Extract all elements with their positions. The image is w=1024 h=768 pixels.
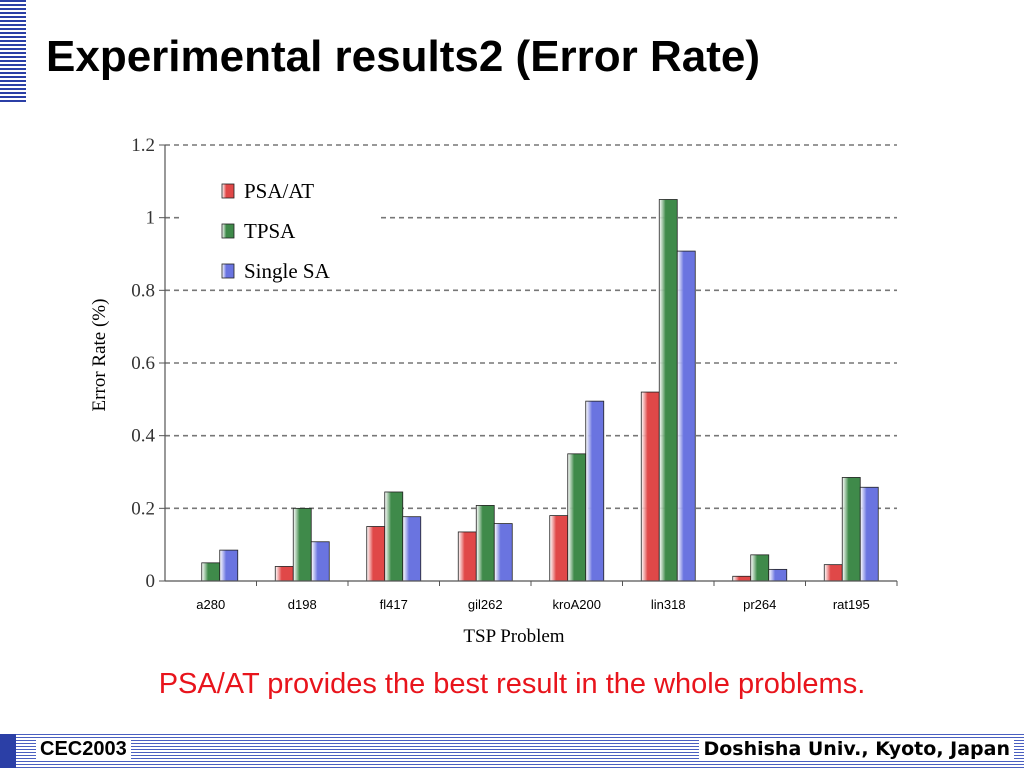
bar-pr264-tpsa <box>750 554 770 582</box>
y-axis-label: Error Rate (%) <box>89 299 110 412</box>
y-tick-label: 0.4 <box>131 426 155 447</box>
bar-fl417-psa-at <box>366 526 386 582</box>
bar-rat195-psa-at <box>823 564 843 582</box>
bar-d198-single-sa <box>310 541 330 582</box>
title-accent-strip <box>0 0 26 102</box>
ticks-layer: 0 0.2 0.4 0.6 0.8 1 1.2 <box>131 135 165 592</box>
slide-title: Experimental results2 (Error Rate) <box>46 32 761 81</box>
x-category-label: rat195 <box>833 597 870 612</box>
footer-bar: CEC2003 Doshisha Univ., Kyoto, Japan <box>0 734 1024 768</box>
bar-lin318-tpsa <box>658 199 678 582</box>
error-rate-bar-chart: 0 0.2 0.4 0.6 0.8 1 1.2 a280 d198 fl417 gil262 kro… <box>89 135 898 647</box>
legend-box <box>183 175 378 285</box>
bar-rat195-single-sa <box>859 486 879 582</box>
legend: PSA/AT TPSA Single SA <box>183 175 378 285</box>
legend-swatch <box>221 183 235 199</box>
bar-kroA200-psa-at <box>549 515 569 582</box>
legend-label: PSA/AT <box>244 179 314 203</box>
x-category-label: a280 <box>196 597 225 612</box>
category-labels: a280 d198 fl417 gil262 kroA200 lin318 pr264 rat… <box>196 597 869 612</box>
bar-rat195-tpsa <box>841 477 861 582</box>
bar-gil262-tpsa <box>475 505 495 582</box>
bar-d198-psa-at <box>274 566 294 582</box>
bar-kroA200-tpsa <box>567 453 587 582</box>
x-category-label: lin318 <box>651 597 686 612</box>
y-tick-label: 1 <box>146 208 156 229</box>
footer-accent-block <box>0 734 16 768</box>
conclusion-text: PSA/AT provides the best result in the w… <box>158 668 866 700</box>
bar-a280-tpsa <box>201 562 221 582</box>
bar-kroA200-single-sa <box>585 400 605 582</box>
legend-swatch <box>221 223 235 239</box>
bar-a280-single-sa <box>219 549 239 582</box>
x-axis-label: TSP Problem <box>463 626 564 647</box>
bar-lin318-psa-at <box>640 391 660 582</box>
y-tick-label: 0 <box>146 571 156 592</box>
bar-d198-tpsa <box>292 507 312 582</box>
x-category-label: pr264 <box>743 597 776 612</box>
bar-gil262-psa-at <box>457 531 477 582</box>
bar-pr264-psa-at <box>732 575 752 582</box>
bar-gil262-single-sa <box>493 523 513 582</box>
legend-label: TPSA <box>244 219 296 243</box>
y-tick-label: 0.6 <box>131 353 155 374</box>
legend-swatch <box>221 263 235 279</box>
x-category-label: gil262 <box>468 597 503 612</box>
bar-fl417-single-sa <box>402 516 422 582</box>
bar-pr264-single-sa <box>768 568 788 582</box>
bar-fl417-tpsa <box>384 491 404 582</box>
conference-label: CEC2003 <box>36 738 131 761</box>
y-tick-label: 0.8 <box>131 280 155 301</box>
x-category-label: kroA200 <box>553 597 601 612</box>
x-category-label: fl417 <box>380 597 408 612</box>
bar-lin318-single-sa <box>676 250 696 582</box>
x-category-label: d198 <box>288 597 317 612</box>
y-tick-label: 0.2 <box>131 498 155 519</box>
affiliation-label: Doshisha Univ., Kyoto, Japan <box>699 738 1014 760</box>
legend-label: Single SA <box>244 259 331 283</box>
y-tick-label: 1.2 <box>131 135 155 156</box>
